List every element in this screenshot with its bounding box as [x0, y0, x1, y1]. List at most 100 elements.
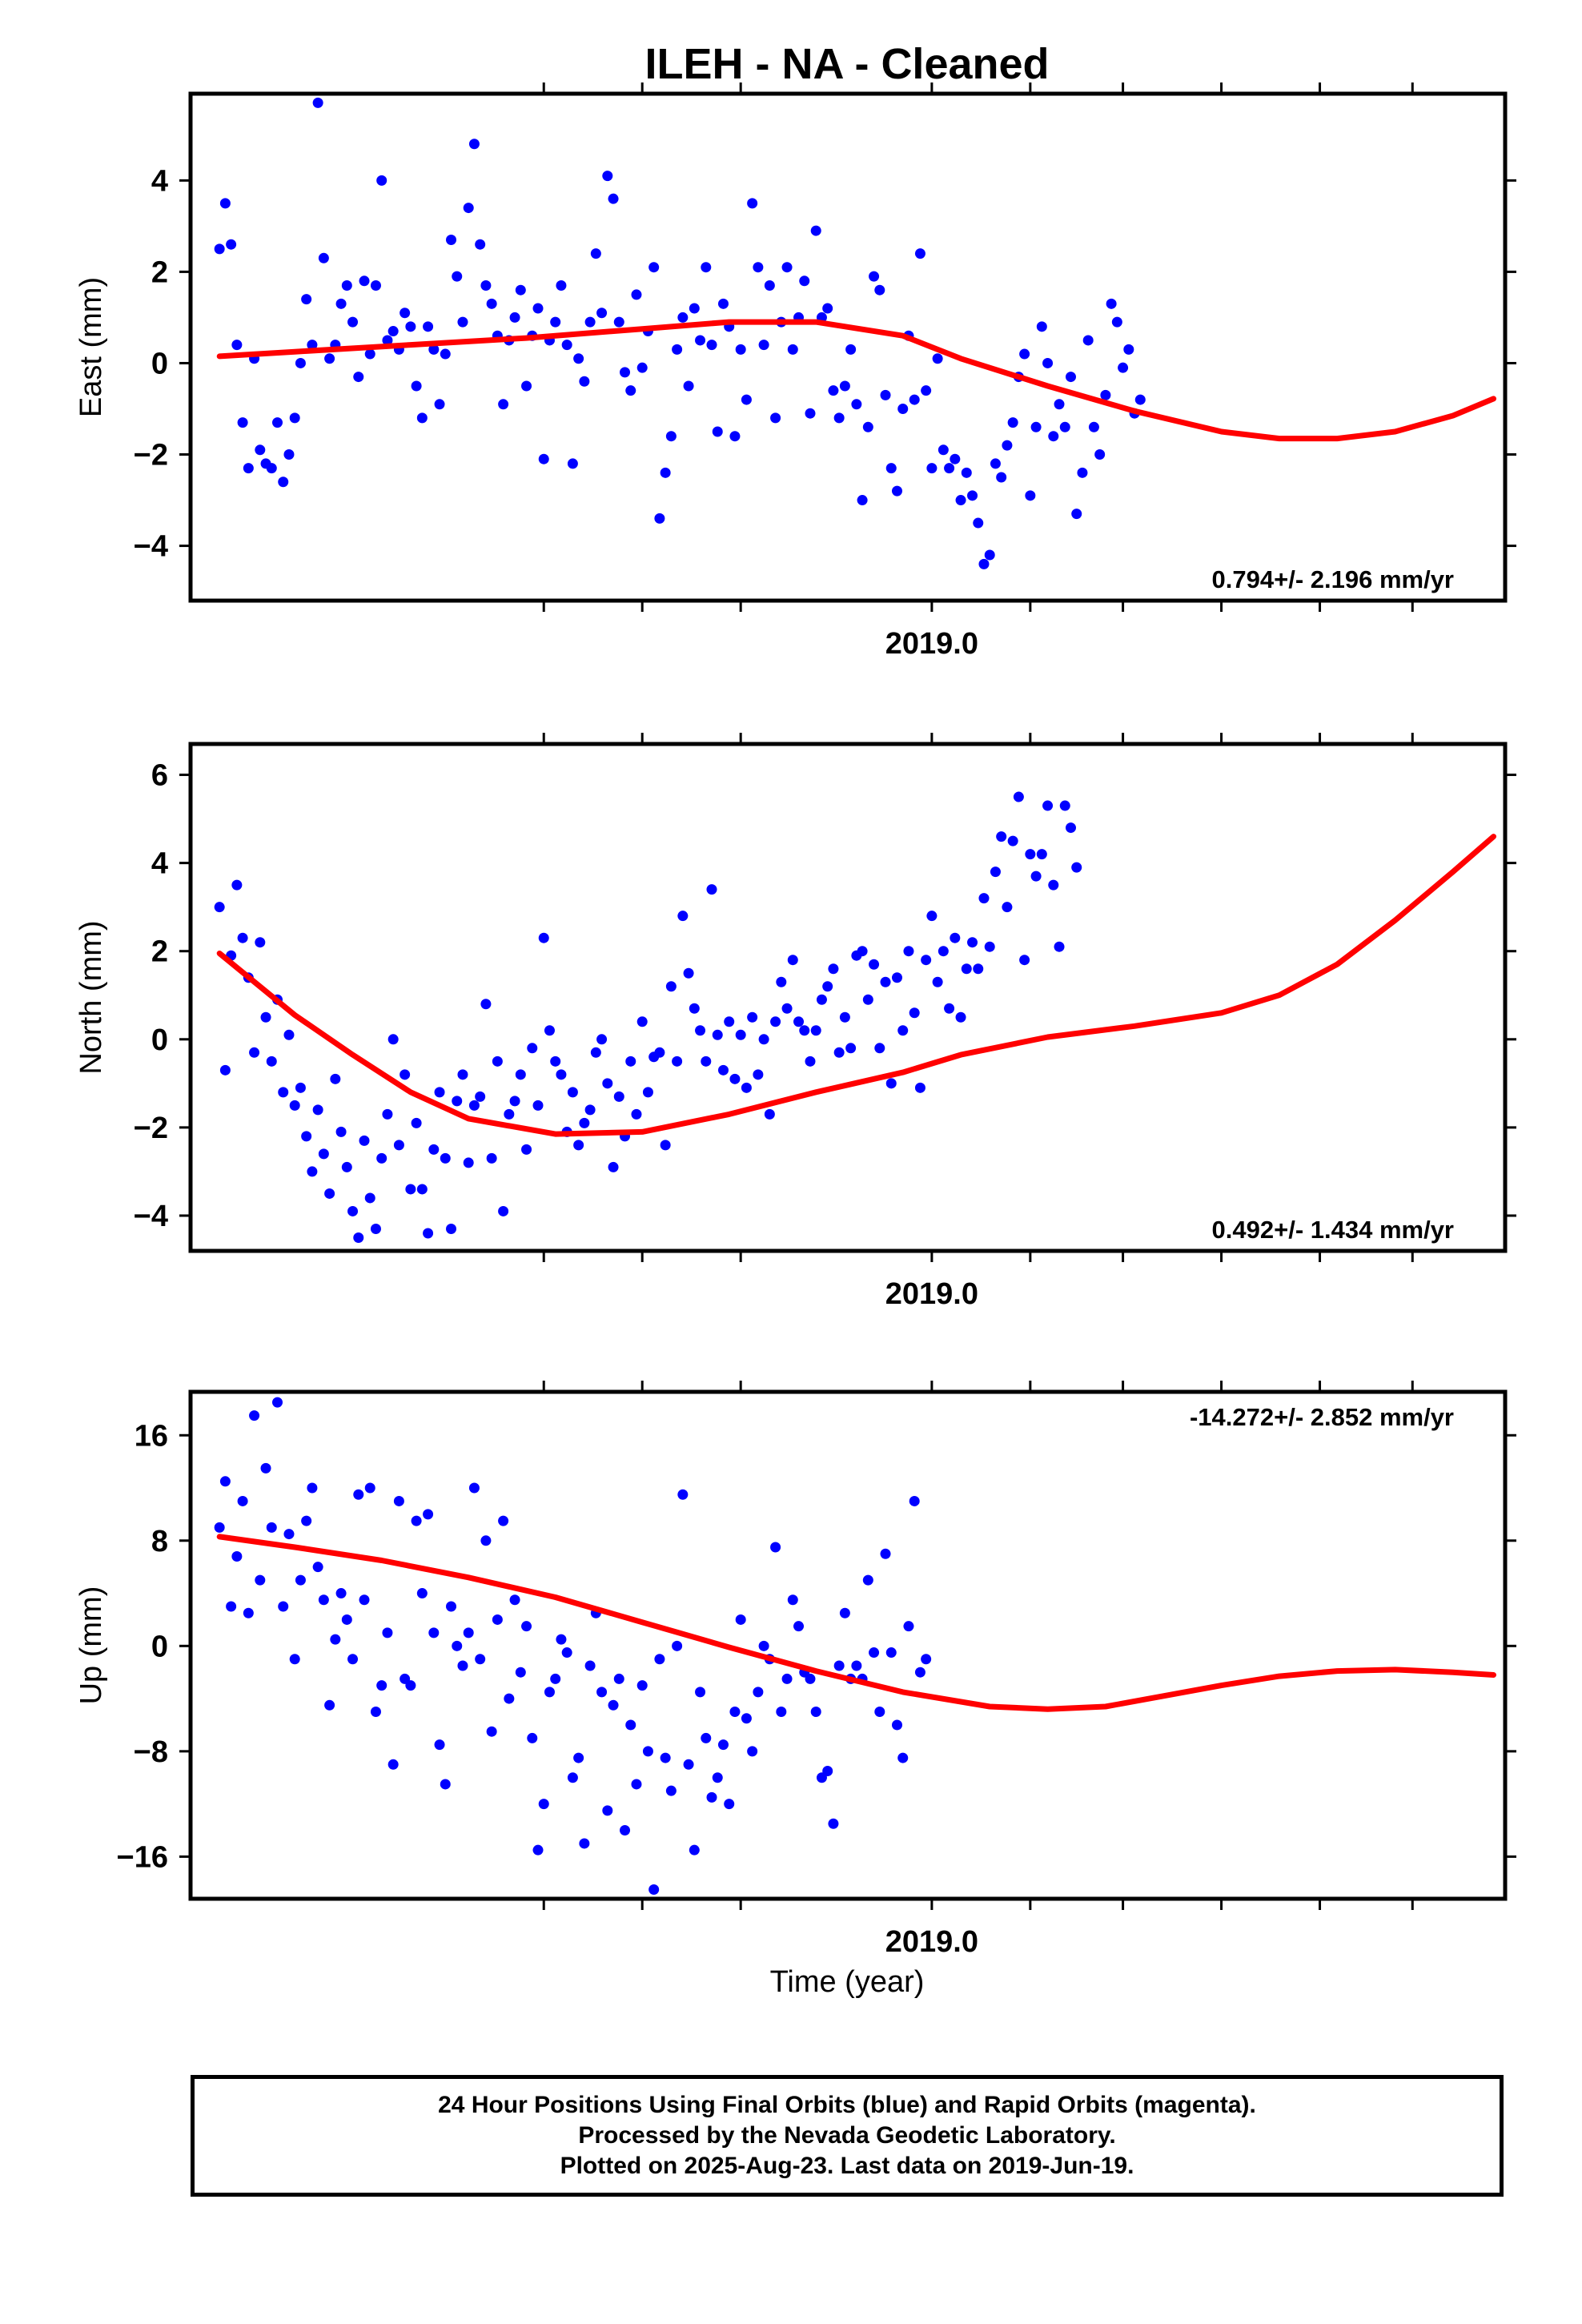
data-point — [411, 1117, 422, 1128]
data-point — [938, 946, 949, 957]
data-point — [717, 1739, 729, 1751]
data-point — [596, 1687, 608, 1698]
data-point — [950, 453, 961, 464]
data-point — [353, 1232, 364, 1243]
data-point — [753, 1069, 764, 1080]
data-point — [822, 303, 833, 314]
data-point — [921, 955, 932, 966]
data-point — [828, 385, 839, 396]
data-point — [416, 412, 428, 424]
data-point — [735, 1614, 746, 1625]
data-point — [521, 380, 532, 392]
data-point — [335, 1588, 347, 1599]
data-point — [532, 1844, 544, 1856]
data-point — [984, 941, 995, 952]
data-point — [631, 1779, 642, 1790]
data-point — [909, 394, 920, 405]
data-point — [457, 316, 468, 328]
data-point — [405, 1680, 416, 1691]
data-point — [810, 225, 821, 236]
data-point — [862, 994, 873, 1005]
data-point — [283, 1529, 295, 1540]
data-point — [590, 1047, 601, 1058]
data-point — [706, 1791, 717, 1803]
data-point — [1059, 800, 1070, 811]
data-point — [509, 1096, 520, 1107]
data-point — [567, 1087, 578, 1098]
data-point — [654, 1047, 665, 1058]
trend-line — [216, 319, 1496, 442]
data-point — [1048, 431, 1059, 442]
data-point — [573, 1140, 584, 1151]
data-point — [255, 937, 266, 948]
data-point — [851, 1660, 862, 1671]
data-point — [776, 976, 787, 987]
data-point — [944, 463, 955, 474]
data-point — [446, 1601, 457, 1612]
data-point — [712, 1772, 723, 1783]
data-point — [428, 344, 440, 355]
up-panel: 2019.0 −16 −8 0 8 16 Up (mm) -14.272+/- 2.852 m… — [74, 1381, 1516, 1959]
y-tick-label: 0 — [151, 1630, 168, 1663]
data-point — [717, 1064, 729, 1076]
data-point — [237, 417, 248, 428]
caption-line-3: Plotted on 2025-Aug-23. Last data on 201… — [560, 2153, 1134, 2179]
trend-line — [216, 834, 1496, 1137]
data-point — [689, 303, 700, 314]
data-point — [1019, 955, 1030, 966]
data-point — [341, 1161, 352, 1172]
x-axis-title: Time (year) — [770, 1965, 925, 1999]
data-point — [885, 463, 897, 474]
data-point — [672, 1640, 683, 1651]
data-point — [579, 1838, 590, 1849]
data-point — [579, 1117, 590, 1128]
data-point — [446, 1223, 457, 1234]
data-point — [255, 1574, 266, 1586]
data-point — [382, 335, 393, 346]
data-point — [613, 316, 624, 328]
data-point — [1042, 357, 1054, 368]
data-point — [891, 1719, 902, 1731]
data-point — [538, 1799, 549, 1810]
north-panel: 2019.0 −4 −2 0 2 4 6 North (mm) 0.492+/- 1.434 m… — [74, 733, 1516, 1311]
data-point — [805, 1673, 816, 1684]
data-point — [914, 1667, 926, 1678]
data-point — [885, 1078, 897, 1089]
data-point — [463, 1627, 474, 1638]
data-point — [897, 403, 909, 414]
data-point — [753, 1687, 764, 1698]
data-point — [729, 1707, 741, 1718]
data-point — [1123, 344, 1134, 355]
data-point — [318, 252, 329, 263]
data-point — [278, 1601, 289, 1612]
data-point — [891, 972, 902, 983]
data-point — [701, 1732, 712, 1743]
caption-line-2: Processed by the Nevada Geodetic Laborat… — [578, 2122, 1116, 2149]
data-point — [266, 1055, 277, 1067]
y-tick-label: 2 — [151, 935, 168, 969]
rate-label: 0.794+/- 2.196 mm/yr — [1212, 565, 1454, 593]
data-point — [683, 1759, 694, 1770]
data-point — [799, 1025, 810, 1036]
data-point — [324, 1188, 335, 1199]
data-point — [521, 1144, 532, 1155]
data-point — [996, 472, 1007, 483]
plot-frame — [188, 1389, 1508, 1901]
data-point — [214, 902, 225, 913]
data-point — [219, 198, 231, 209]
data-point — [781, 262, 793, 273]
data-point — [770, 1542, 781, 1553]
data-point — [845, 344, 857, 355]
plot-frame — [188, 742, 1508, 1253]
y-tick-label: −4 — [134, 530, 168, 564]
data-point — [1036, 849, 1047, 860]
data-point — [255, 444, 266, 456]
y-tick-label: 2 — [151, 255, 168, 289]
data-point — [741, 394, 752, 405]
data-point — [950, 932, 961, 943]
data-point — [475, 1654, 486, 1665]
data-point — [312, 97, 323, 108]
data-point — [764, 1108, 775, 1120]
data-point — [729, 431, 741, 442]
data-point — [747, 198, 758, 209]
